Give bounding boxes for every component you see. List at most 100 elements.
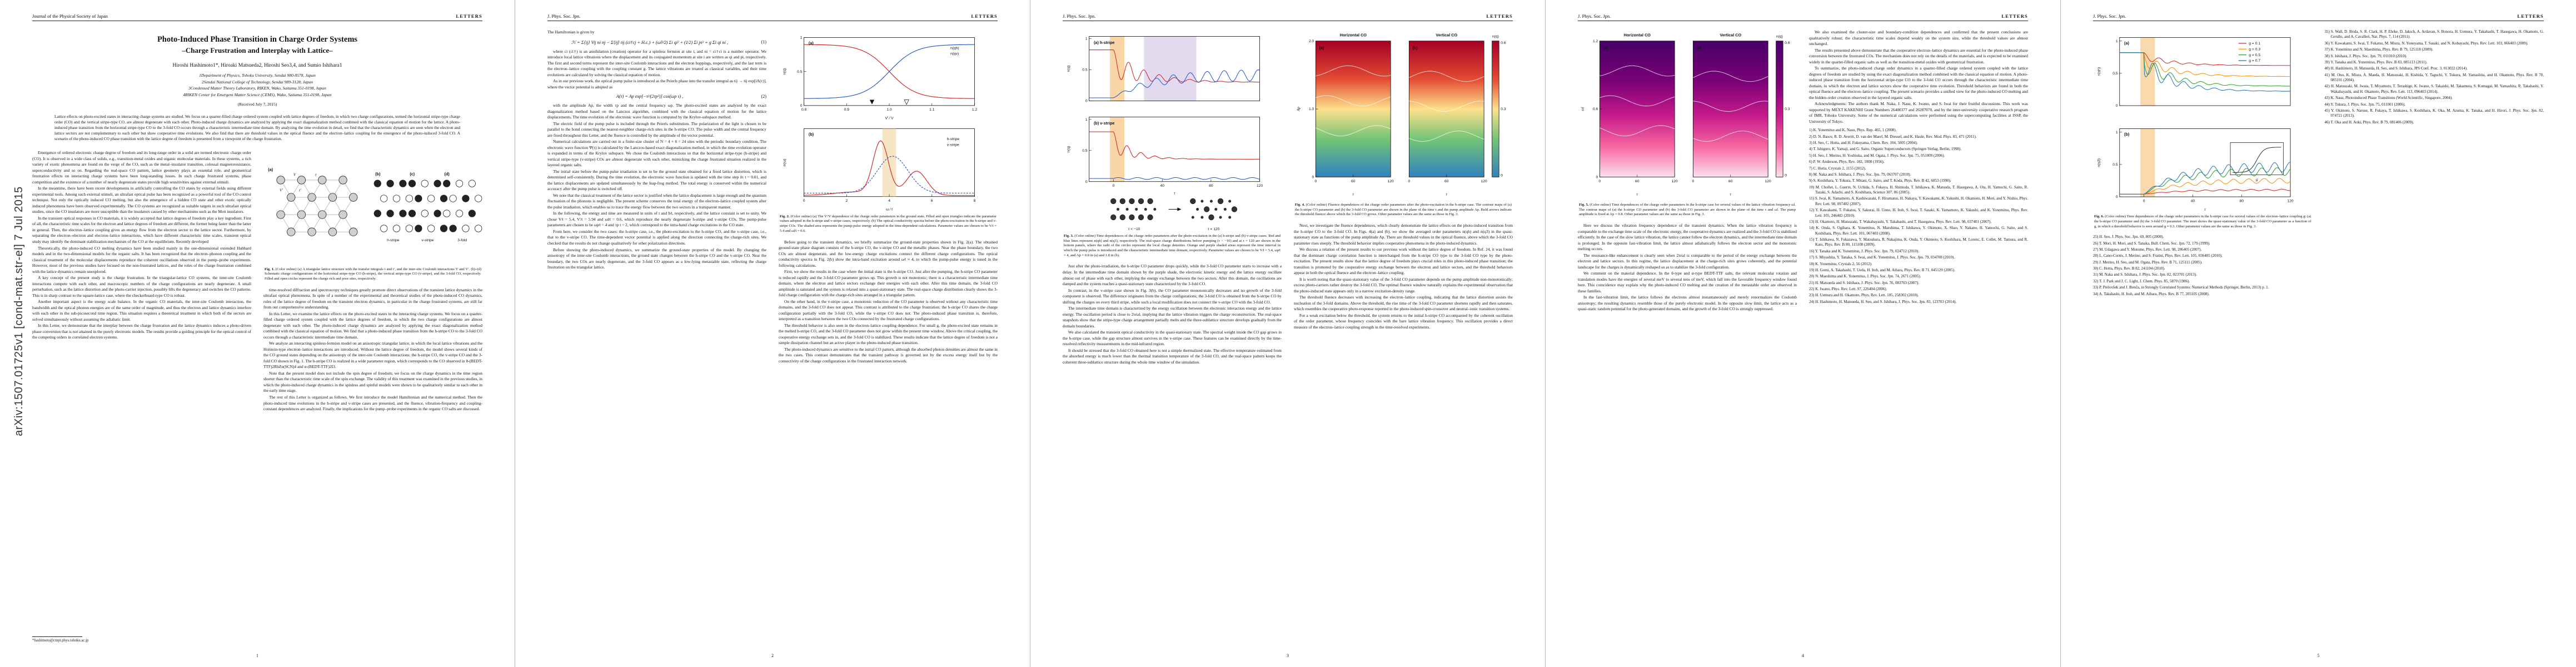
abstract: Lattice effects on photo-excited states … xyxy=(54,113,460,142)
reference-entry: 6) P. W. Anderson, Phys. Rev. 102, 1008 … xyxy=(1809,160,1885,165)
paragraph-list: with the amplitude Ap, the width τp and … xyxy=(547,103,766,270)
fig6-legend-1: g = 0.1 xyxy=(2249,42,2260,46)
reference-entry: 17) S. Miyashita, Y. Tanaka, S. Iwai, an… xyxy=(1809,255,1955,260)
fig6-legend-4: g = 0.7 xyxy=(2249,59,2260,63)
reference-entry: 38) S. Ishihara, J. Phys. Soc. Jpn. 79, … xyxy=(2324,53,2408,58)
svg-text:0.6: 0.6 xyxy=(1785,41,1790,45)
paragraph-list: Next, we investigate the fluence depende… xyxy=(1294,223,1513,330)
fig1-3fold-label: 3-fold xyxy=(457,238,467,242)
reference-entry: 46) T. Oka and H. Aoki, Phys. Rev. B 79,… xyxy=(2324,120,2414,125)
body-paragraph: The electric field of the pump pulse is … xyxy=(547,121,766,138)
reference-entry: 31) M. Naka and S. Ishihara, J. Phys. So… xyxy=(2093,272,2197,277)
reference-entry: 23) H. Uemura and H. Okamoto, Phys. Rev.… xyxy=(1809,293,1919,298)
fig1-tp-label: t′ xyxy=(299,188,301,193)
svg-text:0: 0 xyxy=(2143,199,2145,203)
fig3-snapshot-1-label: τ < −10 xyxy=(1128,227,1140,231)
body-paragraph: In the meantime, there have been recent … xyxy=(32,186,251,215)
reference-list: 35) S. Wall, D. Brida, S. R. Clark, H. P… xyxy=(2325,29,2544,125)
body-paragraph: Acknowledgments: The authors thank M. Na… xyxy=(1809,101,2028,124)
body-paragraph: Numerical calculations are carried out i… xyxy=(547,139,766,168)
svg-text:1.2: 1.2 xyxy=(972,108,978,112)
svg-text:0.9: 0.9 xyxy=(844,108,850,112)
fig6-panel-b-label: (b) xyxy=(2124,132,2130,137)
svg-text:0: 0 xyxy=(1085,180,1088,184)
figure-3: 0 40 80 120 0 0.5 1 0 0.5 1 (a) h-stripe (b) v-st… xyxy=(1063,29,1282,258)
reference-entry: 39) Y. Tanaka and K. Yonemitsu, Phys. Re… xyxy=(2324,59,2428,64)
figure-5: Horizontal CO Vertical CO 0 60 120 0 60 120 0 0… xyxy=(1578,29,1797,217)
body-paragraph: Here we discuss the vibration frequency … xyxy=(1578,223,1797,252)
reference-entry: 43) K. Nasu, Photoinduced Phase Transiti… xyxy=(2324,96,2453,101)
affiliation: 1Department of Physics, Tohoku Universit… xyxy=(199,73,316,78)
fig4-colorbar-label: n(q) xyxy=(1492,35,1499,39)
reference-entry: 36) Y. Kawakami, S. Iwai, T. Fukatsu, M.… xyxy=(2324,41,2528,46)
body-paragraph: The results presented above demonstrate … xyxy=(1809,47,2028,64)
svg-text:0: 0 xyxy=(1312,175,1314,179)
svg-text:120: 120 xyxy=(1481,180,1487,183)
body-paragraph: We analyze an interacting spinless-fermi… xyxy=(263,341,482,370)
svg-text:1: 1 xyxy=(1085,37,1088,41)
fig2-legend-1: n(qh) xyxy=(950,46,959,50)
svg-text:0: 0 xyxy=(1785,173,1787,177)
svg-text:0.3: 0.3 xyxy=(1501,107,1506,111)
svg-text:0: 0 xyxy=(2116,195,2118,199)
body-paragraph: time-resolved diffraction and spectrosco… xyxy=(263,287,482,310)
reference-entry: 13) H. Okamoto, H. Matsuzaki, T. Wakabay… xyxy=(1809,219,1992,224)
svg-text:0: 0 xyxy=(1085,99,1088,103)
fig6-yaxis-b: n(q3) xyxy=(2097,158,2101,167)
arxiv-watermark: arXiv:1507.01725v1 [cond-mat.str-el] 7 J… xyxy=(13,186,25,436)
body-paragraph: The resonance-like enhancement is clearl… xyxy=(1578,252,1797,270)
reference-entry: 25) H. Seo, J. Phys. Soc. Jpn. 69, 805 (… xyxy=(2093,235,2164,240)
fig5-xaxis-b: τ xyxy=(1730,192,1731,197)
page-number: 5 xyxy=(2317,653,2320,658)
body-paragraph: The photo-induced dynamics are sensitive… xyxy=(779,346,998,364)
body-paragraph: We comment on the material dependence. I… xyxy=(1578,271,1797,293)
svg-text:0: 0 xyxy=(1692,180,1694,183)
figure-3-image: 0 40 80 120 0 0.5 1 0 0.5 1 (a) h-stripe (b) v-st… xyxy=(1067,36,1263,231)
body-paragraph: In the transient optical responses in CO… xyxy=(32,215,251,244)
reference-entry: 22) K. Iwano, Phys. Rev. Lett. 97, 22640… xyxy=(1809,287,1887,291)
reference-entry: 2) D. N. Basov, R. D. Averitt, D. van de… xyxy=(1809,134,1977,139)
svg-text:0.3: 0.3 xyxy=(1785,107,1790,111)
column-right: 0.8 0.9 1.0 1.1 1.2 0 0.5 1 0 2 4 6 8 (a) (b) V′ ∕ V… xyxy=(779,29,998,365)
reference-entry: 27) M. Udagawa and Y. Motome, Phys. Rev.… xyxy=(2093,247,2202,252)
equation-2-body: A(τ) = Ap exp[−τ²∕(2τp²)] cos(ωp τ) , xyxy=(616,94,684,99)
section-label: LETTERS xyxy=(456,13,482,19)
body-paragraph: Note that the present model does not inc… xyxy=(263,370,482,394)
author-list: Hiroshi Hashimoto1*, Hiroaki Matsueda2, … xyxy=(172,63,342,69)
body-paragraph: In this Letter, we examine the lattice e… xyxy=(263,311,482,340)
svg-text:0: 0 xyxy=(803,199,805,203)
svg-text:1: 1 xyxy=(2116,39,2118,43)
affiliation: 3Condensed Matter Theory Laboratory, RIK… xyxy=(188,86,326,91)
svg-text:0.5: 0.5 xyxy=(2112,163,2118,167)
body-paragraph: We note that the classical treatment of … xyxy=(547,192,766,210)
figure-6: 0 40 80 120 0 0.5 1 0 0.5 1 g = 0.1 g = 0.3 g = 0… xyxy=(2093,29,2313,229)
equation-1: ℋ = Σ⟨ij⟩ Vij ni nj − Σ⟨ij⟩ tij (ci†cj +… xyxy=(547,39,766,45)
body-paragraph: The initial state before the pump-pulse … xyxy=(547,168,766,192)
svg-text:1.0: 1.0 xyxy=(1309,107,1314,111)
title-block: Photo-Induced Phase Transition in Charge… xyxy=(32,34,482,107)
svg-text:40: 40 xyxy=(1160,184,1164,188)
column-right: 35) S. Wall, D. Brida, S. R. Clark, H. P… xyxy=(2325,29,2544,298)
page-header: J. Phys. Soc. Jpn. LETTERS xyxy=(1063,13,1513,21)
body-paragraph: It should be stressed that the 3-fold CO… xyxy=(1063,347,1282,365)
column-right: (a) (b) (c) (d) V t V′ t′ h-stripe v-str… xyxy=(263,150,482,412)
body-paragraph: with the amplitude Ap, the width τp and … xyxy=(547,103,766,120)
svg-text:1.0: 1.0 xyxy=(886,108,892,112)
svg-text:0.6: 0.6 xyxy=(1593,107,1598,111)
body-paragraph: A key concept of the present study is th… xyxy=(32,275,251,298)
page-header: J. Phys. Soc. Jpn. LETTERS xyxy=(1578,13,2028,21)
figure-6-image: 0 40 80 120 0 0.5 1 0 0.5 1 g = 0.1 g = 0.3 g = 0… xyxy=(2097,37,2294,212)
reference-entry: 44) Y. Tokura, J. Phys. Soc. Jpn. 75, 01… xyxy=(2324,102,2406,107)
reference-entry: 18) K. Yonemitsu, Crystals 2, 56 (2012). xyxy=(1809,261,1872,266)
body-paragraph: In contrast, in the v-stripe case shown … xyxy=(1063,287,1282,305)
fig4-xaxis-a: τ xyxy=(1352,192,1354,197)
svg-text:60: 60 xyxy=(1351,180,1356,183)
svg-text:60: 60 xyxy=(1728,180,1733,183)
svg-text:0: 0 xyxy=(1408,180,1410,183)
fig2-legend-4: v-stripe xyxy=(947,143,959,147)
fig1-t-label: t xyxy=(315,173,317,177)
reference-entry: 5) H. Seo, J. Merino, H. Yoshioka, and M… xyxy=(1809,153,1945,158)
figure-3-caption: Fig. 3. (Color online) Time dependences … xyxy=(1064,233,1280,257)
column-left: 0 40 80 120 0 0.5 1 0 0.5 1 (a) h-stripe (b) v-st… xyxy=(1063,29,1282,366)
